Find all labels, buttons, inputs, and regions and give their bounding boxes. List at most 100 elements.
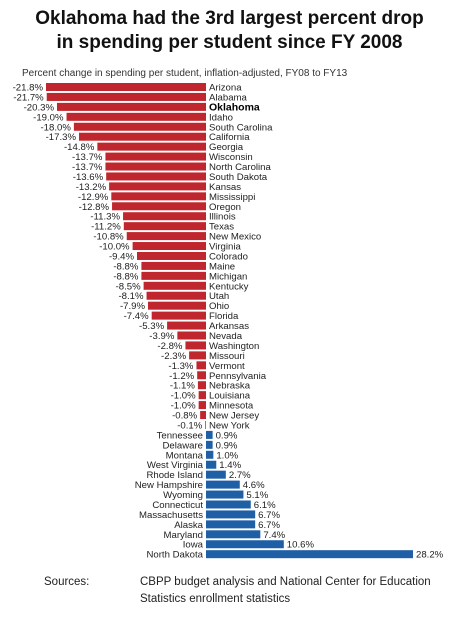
- value-label-colorado: -9.4%: [109, 251, 135, 262]
- state-label-kansas: Kansas: [209, 182, 241, 193]
- sources-text: CBPP budget analysis and National Center…: [140, 576, 431, 605]
- state-label-mississippi: Mississippi: [209, 192, 255, 203]
- value-label-nevada: -3.9%: [149, 331, 175, 342]
- value-label-virginia: -10.0%: [99, 242, 130, 253]
- bar-rhode-island: [206, 470, 226, 479]
- value-label-new-mexico: -10.8%: [93, 232, 124, 243]
- bar-alabama: [46, 92, 206, 101]
- state-label-wisconsin: Wisconsin: [209, 152, 253, 163]
- bar-missouri: [189, 351, 206, 360]
- value-label-oklahoma: -20.3%: [24, 102, 55, 113]
- state-label-minnesota: Minnesota: [209, 401, 254, 412]
- bar-tennessee: [206, 430, 213, 439]
- bar-oregon: [112, 202, 206, 211]
- value-label-new-jersey: -0.8%: [172, 411, 198, 422]
- state-label-new-hampshire: New Hampshire: [135, 480, 203, 491]
- bar-nevada: [177, 331, 206, 340]
- bar-delaware: [206, 440, 213, 449]
- state-label-north-carolina: North Carolina: [209, 162, 272, 173]
- bar-kentucky: [143, 281, 206, 290]
- state-label-utah: Utah: [209, 291, 229, 302]
- state-label-missouri: Missouri: [209, 351, 245, 362]
- bar-washington: [185, 341, 206, 350]
- value-label-kansas: -13.2%: [76, 182, 107, 193]
- value-label-north-dakota: 28.2%: [416, 550, 444, 561]
- bar-texas: [123, 222, 206, 231]
- state-label-maine: Maine: [209, 261, 235, 272]
- value-label-michigan: -8.8%: [113, 271, 139, 282]
- value-label-connecticut: 6.1%: [254, 500, 276, 511]
- value-label-texas: -11.2%: [91, 222, 121, 233]
- bar-maryland: [206, 530, 261, 539]
- value-label-vermont: -1.3%: [168, 361, 194, 372]
- value-label-arkansas: -5.3%: [139, 321, 165, 332]
- value-label-oregon: -12.8%: [79, 202, 110, 213]
- bar-vermont: [196, 361, 206, 370]
- state-label-alabama: Alabama: [209, 92, 248, 103]
- bar-michigan: [141, 271, 206, 280]
- state-label-north-dakota: North Dakota: [146, 550, 203, 561]
- bar-illinois: [123, 212, 206, 221]
- value-label-rhode-island: 2.7%: [229, 470, 251, 481]
- value-label-missouri: -2.3%: [161, 351, 187, 362]
- bar-mississippi: [111, 192, 206, 201]
- state-label-colorado: Colorado: [209, 251, 248, 262]
- value-label-new-hampshire: 4.6%: [243, 480, 265, 491]
- bar-south-carolina: [73, 122, 206, 131]
- bar-arkansas: [167, 321, 206, 330]
- chart-title-line-2: in spending per student since FY 2008: [56, 32, 403, 53]
- value-label-new-york: -0.1%: [177, 420, 203, 431]
- bar-arizona: [45, 83, 206, 91]
- bar-maine: [141, 261, 206, 270]
- state-label-michigan: Michigan: [209, 271, 247, 282]
- value-label-alaska: 6.7%: [258, 520, 280, 531]
- value-label-illinois: -11.3%: [90, 212, 120, 223]
- bar-new-hampshire: [206, 480, 240, 489]
- state-label-nebraska: Nebraska: [209, 381, 251, 392]
- bar-idaho: [66, 112, 206, 121]
- state-label-rhode-island: Rhode Island: [146, 470, 203, 481]
- sources-label: Sources:: [44, 576, 90, 588]
- state-label-massachusetts: Massachusetts: [139, 510, 203, 521]
- bar-nebraska: [197, 381, 206, 390]
- bar-florida: [151, 311, 206, 320]
- state-label-texas: Texas: [209, 222, 234, 233]
- value-label-montana: 1.0%: [216, 450, 238, 461]
- bar-new-york: [205, 420, 206, 429]
- state-label-oregon: Oregon: [209, 202, 241, 213]
- state-label-connecticut: Connecticut: [152, 500, 203, 511]
- state-label-nevada: Nevada: [209, 331, 243, 342]
- state-label-wyoming: Wyoming: [163, 490, 203, 501]
- value-label-north-carolina: -13.7%: [72, 162, 103, 173]
- value-label-pennsylvania: -1.2%: [169, 371, 195, 382]
- state-label-georgia: Georgia: [209, 142, 244, 153]
- state-label-new-jersey: New Jersey: [209, 411, 259, 422]
- state-label-delaware: Delaware: [162, 440, 203, 451]
- state-label-illinois: Illinois: [209, 212, 236, 223]
- bar-connecticut: [206, 500, 251, 509]
- value-label-wyoming: 5.1%: [246, 490, 268, 501]
- state-label-florida: Florida: [209, 311, 239, 322]
- bar-wisconsin: [105, 152, 206, 161]
- value-label-california: -17.3%: [46, 132, 77, 143]
- chart-subtitle: Percent change in spending per student, …: [22, 68, 348, 79]
- bar-iowa: [206, 540, 284, 549]
- chart-title-line-1: Oklahoma had the 3rd largest percent dro…: [35, 8, 424, 29]
- value-label-kentucky: -8.5%: [116, 281, 142, 292]
- value-label-idaho: -19.0%: [33, 112, 64, 123]
- state-label-new-mexico: New Mexico: [209, 232, 261, 243]
- value-label-georgia: -14.8%: [64, 142, 95, 153]
- value-label-south-dakota: -13.6%: [73, 172, 104, 183]
- state-label-new-york: New York: [209, 420, 250, 431]
- state-label-arkansas: Arkansas: [209, 321, 249, 332]
- value-label-washington: -2.8%: [157, 341, 183, 352]
- state-label-kentucky: Kentucky: [209, 281, 249, 292]
- state-label-idaho: Idaho: [209, 112, 233, 123]
- bar-minnesota: [198, 401, 206, 410]
- bar-pennsylvania: [197, 371, 206, 380]
- state-label-louisiana: Louisiana: [209, 391, 251, 402]
- value-label-wisconsin: -13.7%: [72, 152, 103, 163]
- value-label-west-virginia: 1.4%: [219, 460, 241, 471]
- state-label-ohio: Ohio: [209, 301, 229, 312]
- bar-chart: -21.8% Arizona -21.7% Alabama -20.3% Oklahoma…: [13, 83, 444, 561]
